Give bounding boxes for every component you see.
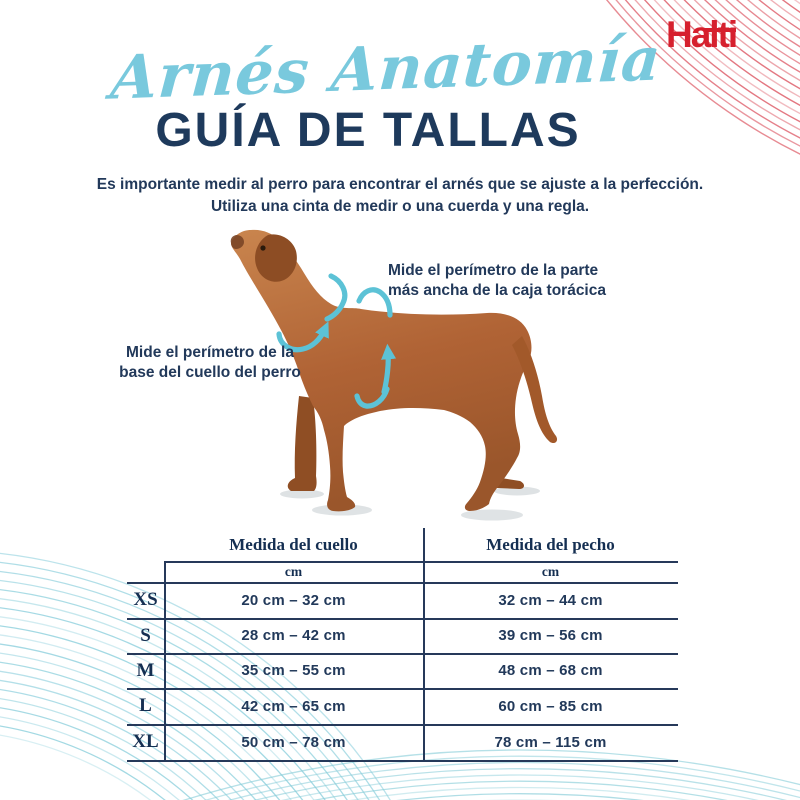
chest-arrow-top: [356, 287, 393, 318]
chest-range: 78 cm – 115 cm: [494, 733, 607, 751]
dog-eye: [260, 245, 266, 251]
dog-shadow: [280, 486, 540, 521]
size-table: Medida del cuello Medida del pecho cm cm…: [127, 527, 680, 765]
table-line-1: [127, 582, 678, 584]
neck-measure-label: Mide el perímetro de la base del cuello …: [118, 343, 302, 383]
dog-far-legs: [287, 366, 525, 491]
page-title: GUÍA DE TALLAS: [155, 104, 581, 157]
neck-range: 50 cm – 78 cm: [241, 733, 346, 751]
table-center-divider: [423, 528, 425, 761]
neck-range: 42 cm – 65 cm: [241, 697, 346, 715]
table-left-divider: [164, 561, 166, 761]
neck-range: 35 cm – 55 cm: [241, 662, 346, 679]
dog-nose: [230, 235, 244, 249]
measurement-arrows: [276, 273, 397, 409]
unit-neck: cm: [284, 563, 303, 579]
table-line-unit-top: [164, 561, 678, 563]
table-line-3: [127, 653, 678, 655]
size-label: S: [140, 624, 151, 646]
column-header-neck: Medida del cuello: [229, 535, 358, 554]
intro-line-2: Utiliza una cinta de medir o una cuerda …: [210, 198, 590, 215]
halti-logo-crossbar: [704, 28, 736, 32]
chest-range: 32 cm – 44 cm: [498, 591, 603, 609]
chest-range: 48 cm – 68 cm: [498, 662, 603, 679]
column-header-chest: Medida del pecho: [486, 535, 615, 554]
chest-arrow-up: [381, 343, 397, 395]
halti-logo-text: Halti: [666, 14, 738, 55]
chest-label-line-2: más ancha de la caja torácica: [388, 282, 606, 299]
neck-label-line-1: Mide el perímetro de la: [126, 344, 294, 361]
table-line-2: [127, 618, 678, 620]
table-line-4: [127, 688, 678, 690]
table-line-6: [127, 760, 678, 762]
size-label: L: [139, 695, 152, 716]
dog-ear: [255, 234, 297, 282]
size-label: XL: [132, 731, 159, 752]
size-label: M: [136, 659, 155, 681]
chest-measure-label: Mide el perímetro de la parte más ancha …: [388, 261, 606, 301]
chest-range: 39 cm – 56 cm: [498, 627, 603, 644]
chest-range: 60 cm – 85 cm: [498, 697, 603, 715]
neck-label-line-2: base del cuello del perro: [119, 364, 301, 381]
dog-tail: [512, 336, 558, 444]
table-line-5: [127, 724, 678, 726]
neck-range: 28 cm – 42 cm: [241, 627, 346, 644]
neck-arrow-back: [324, 273, 348, 322]
unit-chest: cm: [541, 563, 560, 579]
chest-label-line-1: Mide el perímetro de la parte: [388, 262, 599, 279]
chest-arrow-bottom: [354, 386, 390, 409]
halti-logo: Halti: [666, 14, 738, 55]
neck-range: 20 cm – 32 cm: [241, 591, 346, 609]
intro-line-1: Es importante medir al perro para encont…: [96, 176, 704, 193]
intro-text: Es importante medir al perro para encont…: [0, 174, 800, 218]
size-label: XS: [133, 589, 158, 610]
